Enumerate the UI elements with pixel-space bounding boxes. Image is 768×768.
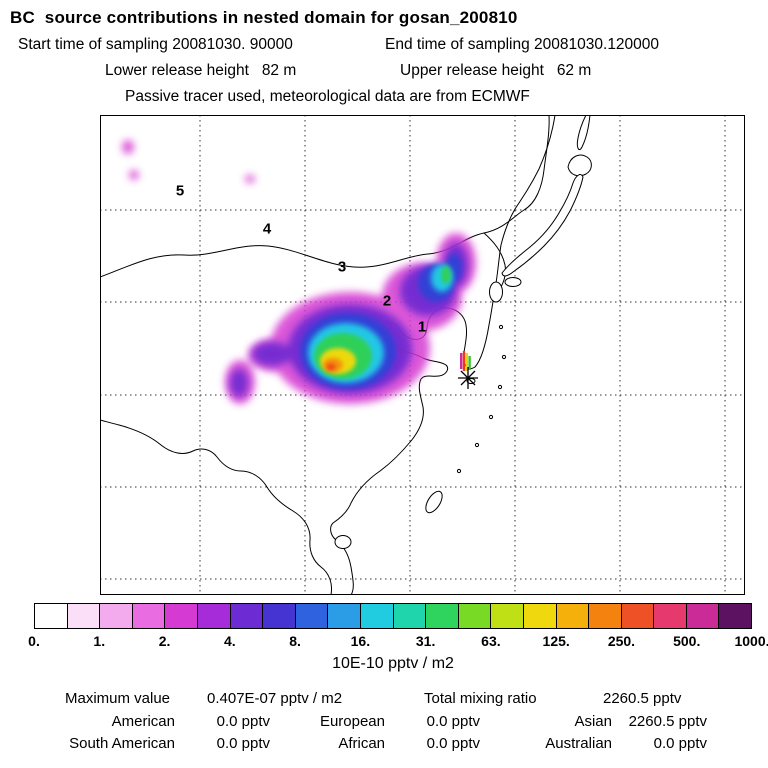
map-panel: 1 2 3 4 5 [100,115,745,595]
domain-label-1: 1 [417,318,427,336]
receptor-streak [460,351,471,371]
colorbar-segment [328,604,361,628]
colorbar-segment [491,604,524,628]
maximum-value: 0.407E-07 pptv / m2 [207,690,343,707]
colorbar-tick-label: 8. [289,633,301,649]
colorbar-segment [100,604,133,628]
domain-label-2: 2 [382,292,392,310]
colorbar-segment [621,604,655,628]
colorbar-segment [523,604,557,628]
end-time-text: End time of sampling 20081030.120000 [385,36,660,53]
colorbar-segment [556,604,590,628]
tracer-text: Passive tracer used, meteorological data… [125,88,530,105]
contribution-value: 2260.5 pptv [628,713,707,730]
colorbar-tick-label: 1. [93,633,106,649]
start-time-text: Start time of sampling 20081030. 90000 [18,36,293,53]
colorbar-segment [165,604,198,628]
colorbar-segment [132,604,166,628]
colorbar-segment [295,604,329,628]
contribution-value: 0.0 pptv [426,713,480,730]
figure-title: BC source contributions in nested domain… [10,8,518,27]
map-frame [100,115,745,595]
contribution-value: 0.0 pptv [216,735,270,752]
contribution-value: 0.0 pptv [653,735,707,752]
contribution-name: African [338,735,385,752]
contribution-value: 0.0 pptv [426,735,480,752]
contribution-name: European [319,713,385,730]
total-mixing-label: Total mixing ratio [424,690,537,707]
domain-label-5: 5 [175,182,185,200]
contribution-name: American [111,713,175,730]
colorbar-segment [197,604,231,628]
colorbar-scale [34,603,752,629]
colorbar-segment [360,604,394,628]
colorbar-tick-label: 0. [28,633,40,649]
colorbar-tick-label: 16. [350,633,371,649]
colorbar-segment [263,604,296,628]
colorbar-segment [35,604,68,628]
colorbar-ticks: 0. 1. 2. 4. 8. 16. 31. 63. 125. 250. 500. 1000. [28,633,768,651]
contribution-name: Asian [574,713,612,730]
colorbar-segment [230,604,264,628]
domain-label-4: 4 [262,220,272,238]
colorbar-label: 10E-10 pptv / m2 [332,655,454,672]
colorbar-tick-label: 500. [673,633,701,649]
receptor-marker-icon [458,367,478,389]
colorbar-tick-label: 31. [415,633,436,649]
contribution-value: 0.0 pptv [216,713,270,730]
colorbar-tick-label: 1000. [734,633,768,649]
plume [122,140,476,404]
upper-release-text: Upper release height 62 m [400,62,592,79]
total-mixing-value: 2260.5 pptv [603,690,682,707]
domain-label-3: 3 [337,258,347,276]
colorbar-tick-label: 2. [158,633,171,649]
lower-release-text: Lower release height 82 m [105,62,297,79]
contribution-name: Australian [545,735,612,752]
colorbar-segment [426,604,459,628]
colorbar-tick-label: 125. [542,633,570,649]
colorbar-segment [393,604,427,628]
colorbar-tick-label: 250. [607,633,636,649]
colorbar-tick-label: 4. [223,633,236,649]
colorbar-segment [458,604,492,628]
maximum-label: Maximum value [65,690,171,707]
map-canvas [100,115,745,595]
contribution-name: South American [69,735,175,752]
colorbar-segment [686,604,720,628]
colorbar-segment [654,604,687,628]
colorbar-tick-label: 63. [481,633,501,649]
colorbar-segment [589,604,622,628]
colorbar-segment [67,604,101,628]
colorbar-segment [719,604,752,628]
